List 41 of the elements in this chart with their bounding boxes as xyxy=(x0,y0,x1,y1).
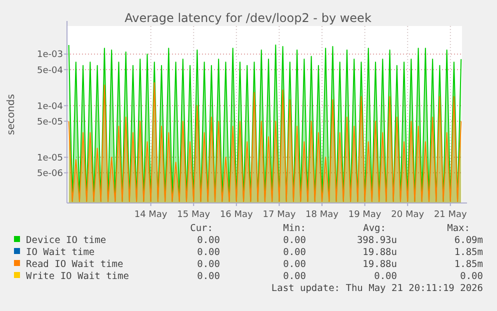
text: 19.88u xyxy=(362,247,397,258)
text: 0.00 xyxy=(197,259,220,270)
x-tick-label: 19 May xyxy=(348,210,382,220)
x-tick-label: 18 May xyxy=(306,210,340,220)
text: 1.85m xyxy=(454,247,484,258)
x-tick-label: 16 May xyxy=(220,210,254,220)
text: 0.00 xyxy=(197,247,220,258)
text: 0.00 xyxy=(283,235,306,246)
text: Last update: Thu May 21 20:11:19 2026 xyxy=(271,283,484,294)
legend-label: Write IO Wait time xyxy=(26,271,130,282)
text: 0.00 xyxy=(460,271,484,282)
x-tick-label: 15 May xyxy=(177,210,211,220)
x-tick-label: 20 May xyxy=(391,210,425,220)
x-tick-label: 21 May xyxy=(434,210,468,220)
text: 0.00 xyxy=(374,271,398,282)
text: 0.00 xyxy=(197,235,220,246)
x-tick-label: 14 May xyxy=(134,210,168,220)
text: Min: xyxy=(283,223,306,234)
x-tick-label: 17 May xyxy=(262,210,296,220)
legend-label: IO Wait time xyxy=(26,247,95,258)
text: 6.09m xyxy=(454,235,484,246)
y-tick-label: 1e-05 xyxy=(37,153,63,164)
chart-title: Average latency for /dev/loop2 - by week xyxy=(124,11,372,25)
y-tick-label: 5e-04 xyxy=(37,66,64,76)
text: 1.85m xyxy=(454,259,484,270)
text: Max: xyxy=(447,223,470,234)
text: Avg: xyxy=(363,223,386,234)
text: 0.00 xyxy=(283,247,306,258)
legend-label: Read IO Wait time xyxy=(26,259,124,270)
text: Cur: xyxy=(190,223,213,234)
text: 0.00 xyxy=(283,271,306,282)
y-axis-title: seconds xyxy=(6,94,17,135)
y-tick-label: 5e-06 xyxy=(37,168,64,179)
y-tick-label: 1e-04 xyxy=(37,102,64,112)
y-tick-label: 1e-03 xyxy=(37,50,63,60)
text: 0.00 xyxy=(197,271,220,282)
text: 0.00 xyxy=(283,259,306,270)
y-tick-label: 5e-05 xyxy=(37,117,63,128)
legend-label: Device IO time xyxy=(26,235,106,246)
text: 398.93u xyxy=(356,235,397,246)
text: 19.88u xyxy=(362,259,397,270)
